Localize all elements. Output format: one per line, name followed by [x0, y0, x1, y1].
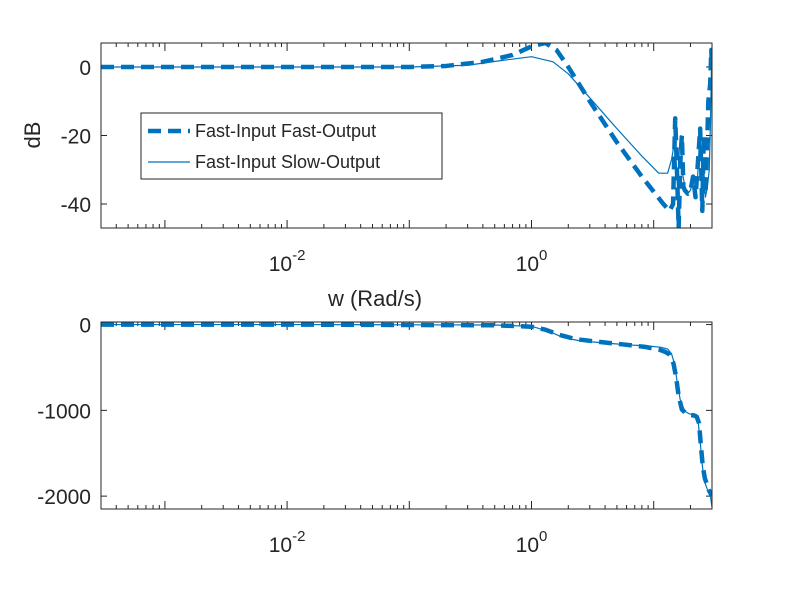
magnitude-ytick-label: -20 [61, 126, 91, 149]
phase-xtick-label: 100 [516, 528, 548, 557]
legend-entry-fast-slow: Fast-Input Slow-Output [195, 152, 380, 172]
magnitude-ytick-label: 0 [79, 57, 91, 80]
phase-series [101, 322, 712, 508]
phase-ytick-labels: 0 -1000 -2000 [37, 315, 91, 510]
phase-xtick-labels: 10-2 100 [269, 528, 548, 557]
magnitude-xtick-label: 100 [516, 247, 548, 276]
magnitude-series-fast-fast [101, 43, 712, 228]
legend-box [140, 112, 443, 180]
magnitude-series [101, 43, 712, 228]
legend-entry-fast-fast: Fast-Input Fast-Output [195, 121, 376, 141]
magnitude-ylabel: dB [20, 122, 45, 149]
phase-ytick-label: -1000 [37, 400, 91, 423]
phase-ytick-label: -2000 [37, 486, 91, 509]
phase-plot-area [101, 322, 712, 509]
magnitude-xtick-label: 10-2 [269, 247, 306, 276]
magnitude-plot: 0 -20 -40 10-2 100 dB w (Rad/s) Fast-Input … [20, 42, 713, 311]
phase-plot: 0 -1000 -2000 10-2 100 [37, 315, 713, 557]
magnitude-series-fast-slow [101, 49, 712, 198]
phase-series-fast-slow [101, 323, 712, 508]
phase-xtick-label: 10-2 [269, 528, 306, 557]
phase-axes-frame [100, 321, 713, 510]
magnitude-ticks [100, 43, 713, 228]
magnitude-ytick-label: -40 [61, 194, 91, 217]
legend: Fast-Input Fast-Output Fast-Input Slow-O… [140, 112, 443, 180]
magnitude-ytick-labels: 0 -20 -40 [61, 57, 91, 217]
magnitude-xlabel: w (Rad/s) [327, 286, 422, 311]
magnitude-axes-frame [100, 42, 713, 229]
phase-ytick-label: 0 [79, 315, 91, 338]
magnitude-xtick-labels: 10-2 100 [269, 247, 548, 276]
